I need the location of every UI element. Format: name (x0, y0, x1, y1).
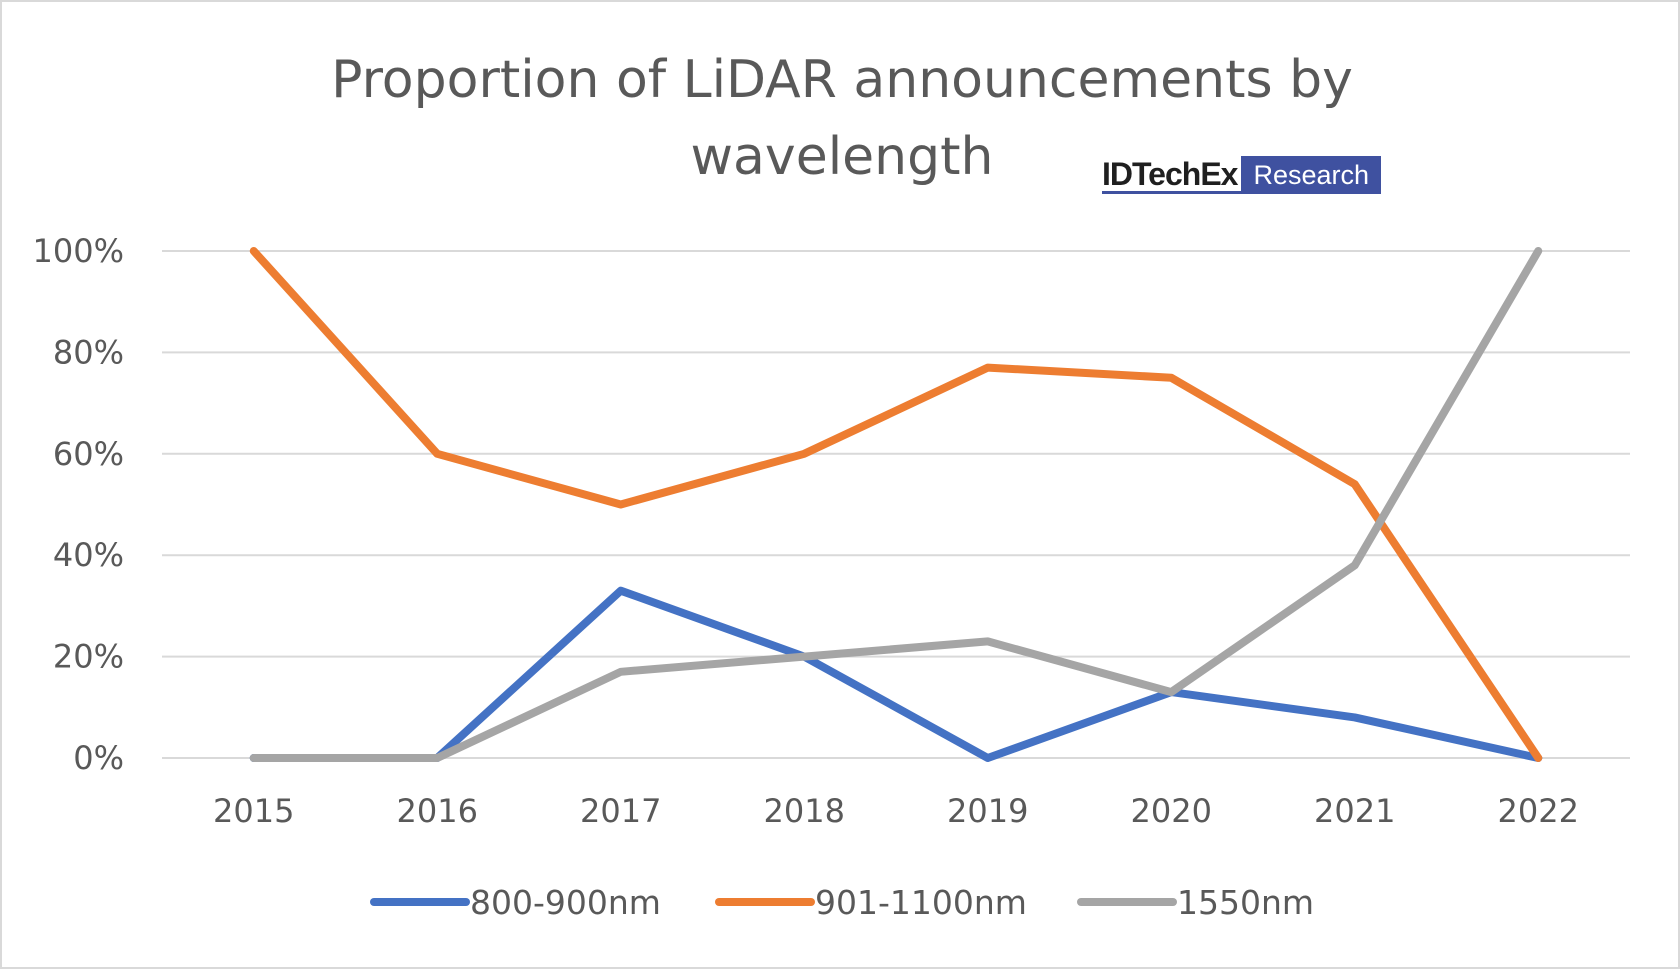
y-axis-tick-labels: 0% 20% 40% 60% 80% 100% (33, 232, 124, 777)
legend-item-1550nm: 1550nm (1077, 883, 1314, 922)
series-line-1550nm (249, 247, 1543, 762)
x-tick-label-2021: 2021 (1314, 792, 1395, 830)
x-tick-label-2020: 2020 (1131, 792, 1212, 830)
series-lines (249, 247, 1543, 762)
gridlines (162, 250, 1630, 759)
x-tick-label-2015: 2015 (213, 792, 294, 830)
x-tick-label-2016: 2016 (397, 792, 478, 830)
legend-label-800-900nm: 800-900nm (470, 883, 661, 922)
series-line-800-900nm (249, 586, 1543, 762)
legend-label-1550nm: 1550nm (1177, 883, 1314, 922)
y-tick-label: 0% (73, 739, 124, 777)
legend: 800-900nm 901-1100nm 1550nm (370, 883, 1314, 922)
y-tick-label: 80% (53, 333, 124, 371)
logo-research-tag: Research (1241, 156, 1382, 194)
logo-brand: IDTechEx (1102, 156, 1242, 194)
series-line-901-1100nm (249, 247, 1543, 762)
y-tick-label: 20% (53, 638, 124, 676)
x-tick-label-2022: 2022 (1498, 792, 1579, 830)
legend-label-901-1100nm: 901-1100nm (815, 883, 1027, 922)
chart-title-line-1: Proportion of LiDAR announcements by (331, 50, 1353, 110)
chart-title: Proportion of LiDAR announcements by wav… (331, 50, 1353, 187)
y-tick-label: 60% (53, 435, 124, 473)
x-tick-label-2018: 2018 (764, 792, 845, 830)
x-tick-label-2017: 2017 (580, 792, 661, 830)
chart-title-line-2: wavelength (691, 127, 994, 187)
y-tick-label: 100% (33, 232, 124, 270)
y-tick-label: 40% (53, 536, 124, 574)
idtechex-logo: IDTechEx Research (1102, 156, 1382, 194)
legend-item-800-900nm: 800-900nm (370, 883, 661, 922)
legend-item-901-1100nm: 901-1100nm (715, 883, 1027, 922)
x-tick-label-2019: 2019 (947, 792, 1028, 830)
x-axis-tick-labels: 2015 2016 2017 2018 2019 2020 2021 2022 (213, 792, 1579, 830)
